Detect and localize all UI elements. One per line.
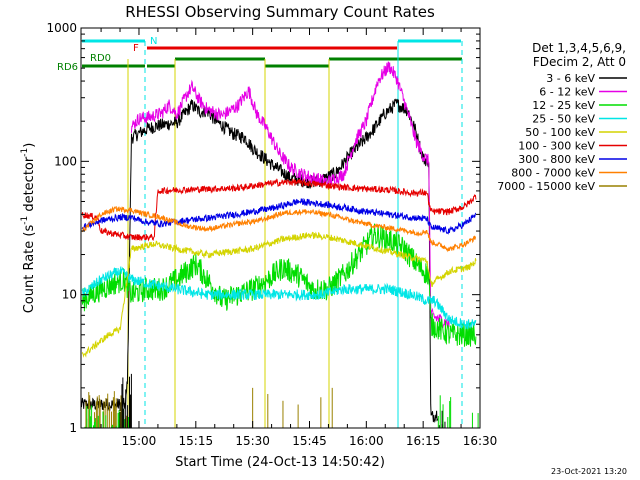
y-axis-label-sup: -1: [20, 216, 30, 225]
y-axis-label-part: detector: [22, 156, 37, 216]
y-axis-label: Count Rate (s-1 detector-1): [20, 143, 37, 314]
legend-header: Det 1,3,4,5,6,9,: [532, 41, 626, 55]
x-tick-label: 15:45: [292, 434, 327, 448]
y-tick-label: 1000: [46, 21, 77, 35]
x-tick-label: 15:00: [122, 434, 157, 448]
legend-entry-label: 100 - 300 keV: [518, 140, 595, 153]
y-tick-label: 1: [69, 421, 77, 435]
legend-entry-label: 25 - 50 keV: [532, 113, 595, 126]
y-tick-label: 100: [54, 154, 77, 168]
legend-entry-label: 6 - 12 keV: [539, 86, 595, 99]
night-flag-label: N: [150, 36, 157, 47]
series-line: [80, 98, 439, 424]
series-layer: [80, 61, 477, 424]
legend-entry-label: 3 - 6 keV: [546, 72, 595, 85]
legend-header: FDecim 2, Att 0: [533, 55, 626, 69]
observing-flags: RD6 RD0 FN: [57, 36, 463, 428]
legend-entry-label: 800 - 7000 keV: [511, 167, 595, 180]
series-line: [81, 197, 477, 235]
legend-entry-label: 50 - 100 keV: [525, 126, 595, 139]
x-axis-label: Start Time (24-Oct-13 14:50:42): [175, 455, 385, 470]
chart-title: RHESSI Observing Summary Count Rates: [125, 3, 435, 21]
series-line: [81, 178, 477, 242]
series-line: [81, 223, 477, 347]
x-tick-label: 15:15: [179, 434, 214, 448]
y-axis-label-sup: -1: [20, 148, 30, 157]
legend-entry-label: 300 - 800 keV: [518, 153, 595, 166]
series-line: [81, 231, 477, 358]
series-line: [81, 266, 477, 330]
legend-entry-label: 12 - 25 keV: [532, 99, 595, 112]
plot-frame: [80, 27, 481, 429]
x-tick-label: 16:15: [406, 434, 441, 448]
x-tick-label: 15:30: [235, 434, 270, 448]
x-tick-label: 16:00: [349, 434, 384, 448]
rd0-flag-label: RD0: [90, 53, 111, 64]
series-line: [130, 61, 450, 329]
y-axis-label-part: Count Rate (s: [22, 225, 37, 314]
axes: 15:00 15:15 15:30 15:45 16:00 16:15 16:30 1 10 10…: [46, 21, 497, 448]
timestamp: 23-Oct-2021 13:20: [551, 467, 627, 476]
low-count-noise: [84, 373, 479, 428]
legend-entry-label: 7000 - 15000 keV: [497, 180, 595, 193]
flare-flag-label: F: [133, 43, 139, 54]
y-axis-label-part: ): [22, 143, 37, 148]
x-tick-label: 16:30: [463, 434, 498, 448]
rd6-flag-label: RD6: [57, 62, 78, 73]
series-line: [81, 205, 477, 253]
legend: Det 1,3,4,5,6,9, FDecim 2, Att 0 3 - 6 k…: [497, 41, 627, 193]
y-tick-label: 10: [62, 288, 77, 302]
